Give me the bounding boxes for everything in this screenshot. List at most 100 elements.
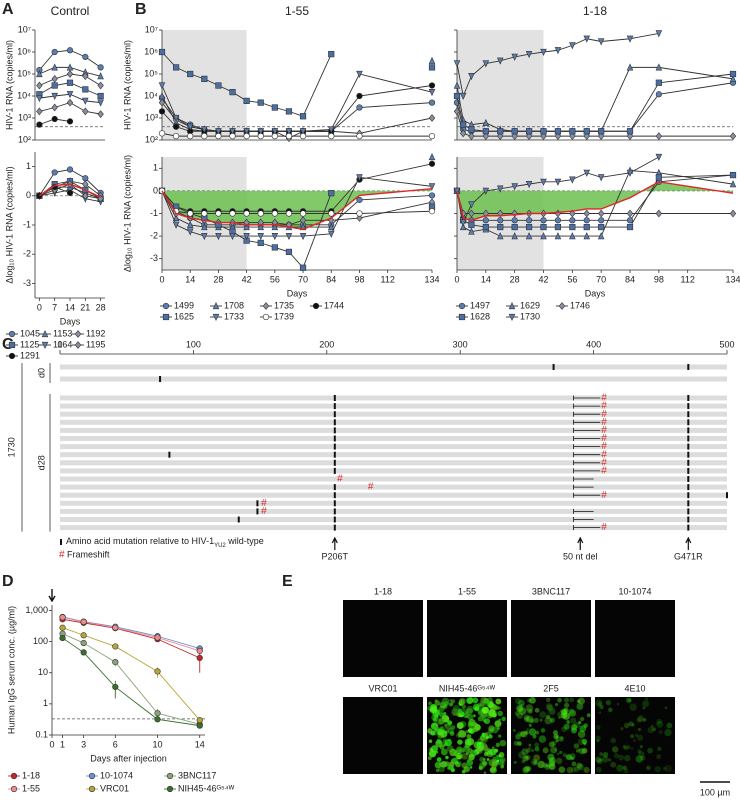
marker [97,110,104,118]
marker [327,223,335,231]
cell [428,749,436,757]
x-tick-label: 98 [354,274,364,284]
cell [468,719,476,727]
marker [257,128,264,136]
marker [229,133,236,140]
cell [596,758,603,765]
legend-marker [8,330,16,338]
group-label: d28 [36,455,46,470]
cell [519,731,526,737]
cell [483,699,491,706]
legend-label: 1291 [20,350,40,360]
y-tick-label: 10⁵ [17,68,31,78]
cell [460,748,465,753]
cell [484,718,491,725]
cell [440,748,448,756]
sequence-row [60,476,727,482]
legend-marker [8,352,16,360]
marker [172,114,180,123]
deletion [573,436,601,441]
marker [453,107,461,116]
marker [158,108,166,115]
marker [186,123,194,131]
sequence-row [60,525,727,531]
cell [515,704,523,712]
frameshift: # [601,466,607,477]
marker [257,233,264,241]
y-axis-label: HIV-1 RNA (copies/ml) [122,40,132,130]
marker [460,121,467,128]
marker [243,97,250,104]
marker [36,95,43,103]
series-line [161,73,433,132]
marker [459,129,467,138]
marker [201,133,208,140]
legend-label: 1499 [174,300,194,310]
cell [570,766,577,773]
cell [654,766,661,773]
cell [489,748,497,756]
cell [450,699,456,704]
marker [271,244,278,251]
cell [556,752,560,756]
legend-marker [508,313,516,322]
cell [498,734,502,738]
mutation [687,419,690,426]
mean-area [162,188,432,230]
marker [51,82,58,89]
legend-label: 1730 [520,311,540,321]
cell [534,746,540,752]
cell [450,768,455,773]
marker [112,683,119,691]
marker [496,57,504,65]
legend-marker [212,301,220,310]
cell [458,730,467,738]
legend-label: 1746 [570,300,590,310]
cell [535,730,540,735]
cell [647,747,653,754]
marker [299,233,307,241]
legend-marker [74,341,82,349]
cell [441,697,450,706]
cell [468,753,475,761]
sequence-row [60,517,727,522]
y-tick-label: 10 [38,667,48,677]
cell [495,698,502,705]
marker [598,223,605,231]
marker [215,133,222,140]
cell [499,739,507,747]
marker [569,232,576,240]
cell [516,712,524,719]
marker [299,133,307,140]
marker [428,82,436,89]
marker [112,624,119,631]
marker [554,223,562,231]
cell [518,707,527,715]
marker [598,217,605,224]
marker [482,128,489,135]
cell [633,739,636,742]
y-axis-label: HIV-1 RNA (copies/ml) [4,40,14,130]
cell [534,742,540,748]
image-label: 2F5 [543,683,559,693]
cell [465,715,468,718]
marker [112,643,119,650]
legend-label: Amino acid mutation relative to HIV-1YU2… [66,536,264,548]
cell [602,752,609,758]
deletion [573,419,601,425]
marker [356,196,363,204]
sequence-row [60,500,727,506]
cell [637,749,642,754]
marker [356,214,363,222]
cell [577,697,585,705]
marker [497,223,504,231]
marker [158,98,166,107]
marker [468,209,475,218]
mutation [159,376,162,382]
marker [428,99,436,106]
cell [527,698,532,703]
x-tick-label: 6 [113,739,118,749]
marker [66,166,74,173]
legend-label: Frameshift [67,549,110,559]
